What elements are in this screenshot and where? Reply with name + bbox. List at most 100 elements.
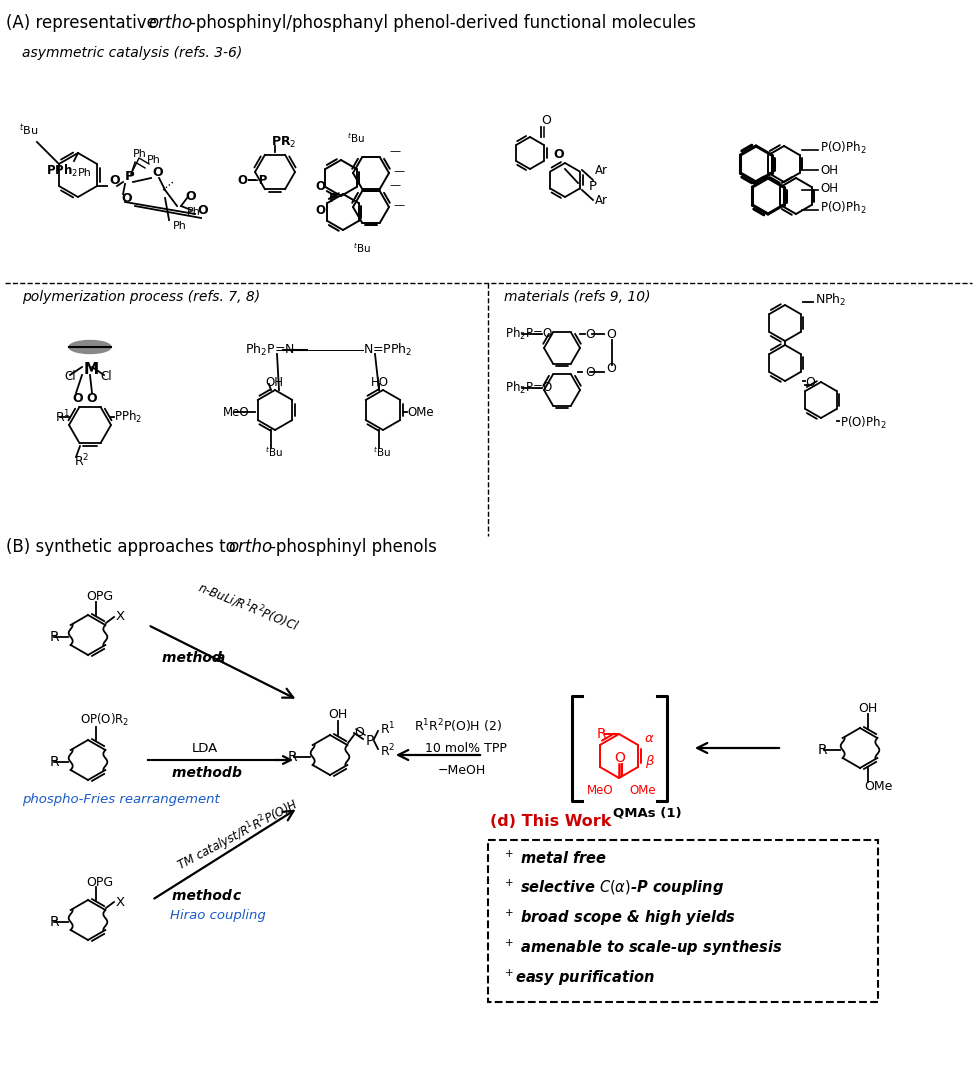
Text: −MeOH: −MeOH [438, 763, 487, 776]
Text: Ar: Ar [595, 163, 608, 176]
Text: Ar: Ar [595, 193, 608, 206]
Text: O: O [197, 203, 208, 216]
Text: R$^2$: R$^2$ [380, 743, 396, 759]
Text: materials (refs 9, 10): materials (refs 9, 10) [504, 290, 651, 304]
Text: $^+$ selective $C(\alpha)$-P coupling: $^+$ selective $C(\alpha)$-P coupling [502, 878, 724, 898]
Text: Ph: Ph [187, 206, 201, 217]
Text: PPh$_2$: PPh$_2$ [46, 163, 78, 179]
Text: Ph: Ph [173, 221, 187, 231]
Text: R: R [597, 728, 607, 740]
Text: asymmetric catalysis (refs. 3-6): asymmetric catalysis (refs. 3-6) [22, 46, 242, 61]
Text: O: O [585, 328, 595, 341]
Text: P(O)Ph$_2$: P(O)Ph$_2$ [820, 139, 867, 156]
Text: O: O [72, 392, 83, 405]
Text: $^+$ metal free: $^+$ metal free [502, 850, 608, 867]
Text: (d) This Work: (d) This Work [490, 814, 612, 829]
Text: (B) synthetic approaches to: (B) synthetic approaches to [6, 538, 241, 556]
Text: NPh$_2$: NPh$_2$ [815, 292, 846, 308]
Text: O: O [109, 173, 119, 187]
Text: X: X [116, 895, 125, 908]
Text: R: R [288, 750, 298, 764]
Text: α: α [645, 732, 654, 745]
Text: MeO: MeO [587, 784, 614, 797]
Text: (A) representative: (A) representative [6, 14, 162, 32]
Text: Ph: Ph [148, 155, 161, 165]
Text: Ph: Ph [133, 149, 147, 159]
Text: R$^1$R$^2$P(O)H (2): R$^1$R$^2$P(O)H (2) [414, 717, 502, 735]
Text: OH: OH [265, 375, 283, 388]
Text: $^+$ amenable to scale-up synthesis: $^+$ amenable to scale-up synthesis [502, 938, 783, 958]
Text: OH: OH [328, 708, 347, 721]
Text: O: O [86, 392, 97, 405]
Text: Ph$_2$P=O: Ph$_2$P=O [505, 326, 553, 342]
Ellipse shape [69, 341, 111, 353]
Text: P: P [589, 181, 597, 193]
Text: β: β [645, 756, 654, 769]
Text: ortho: ortho [228, 538, 273, 556]
Text: method: method [172, 766, 236, 780]
Text: PR$_2$: PR$_2$ [271, 134, 296, 149]
Text: method: method [162, 651, 227, 665]
Text: OMe: OMe [407, 405, 434, 418]
Text: -phosphinyl/phosphanyl phenol-derived functional molecules: -phosphinyl/phosphanyl phenol-derived fu… [190, 14, 696, 32]
Text: polymerization process (refs. 7, 8): polymerization process (refs. 7, 8) [22, 290, 260, 304]
Text: OH: OH [820, 182, 838, 195]
Text: O: O [585, 365, 595, 378]
Text: $^+$easy purification: $^+$easy purification [502, 967, 655, 988]
Text: phospho-Fries rearrangement: phospho-Fries rearrangement [22, 793, 220, 806]
Text: N=PPh$_2$: N=PPh$_2$ [363, 342, 412, 358]
Text: X: X [116, 611, 125, 624]
Text: O—P: O—P [237, 173, 268, 187]
Text: O: O [541, 115, 551, 128]
Text: O: O [121, 191, 132, 204]
Text: O: O [553, 148, 564, 161]
Text: method: method [172, 889, 236, 903]
Text: —: — [389, 181, 401, 190]
Text: P(O)Ph$_2$: P(O)Ph$_2$ [820, 200, 867, 216]
Text: $^t$Bu: $^t$Bu [353, 241, 371, 255]
Text: HO: HO [371, 375, 389, 388]
Text: O: O [614, 751, 625, 765]
Text: O: O [805, 376, 815, 389]
Text: O: O [185, 189, 195, 202]
Text: OH: OH [858, 702, 877, 715]
Text: b: b [232, 766, 242, 780]
Text: P: P [329, 191, 338, 204]
Text: 10 mol% TPP: 10 mol% TPP [425, 742, 507, 755]
Text: —: — [393, 200, 404, 210]
Text: $^t$Bu: $^t$Bu [265, 445, 283, 459]
Text: ortho: ortho [148, 14, 192, 32]
Text: O: O [354, 726, 363, 739]
Text: P: P [125, 170, 135, 183]
Text: $^+$ broad scope & high yields: $^+$ broad scope & high yields [502, 908, 736, 929]
Text: —: — [389, 146, 401, 156]
Text: OPG: OPG [86, 590, 113, 603]
Text: Ph$_2$P=O: Ph$_2$P=O [505, 379, 553, 396]
Text: QMAs (1): QMAs (1) [613, 806, 682, 819]
Text: O: O [152, 165, 163, 178]
Text: R$^1$: R$^1$ [380, 721, 396, 737]
Text: P(O)Ph$_2$: P(O)Ph$_2$ [840, 415, 886, 431]
Text: Hirao coupling: Hirao coupling [170, 909, 266, 922]
Text: c: c [232, 889, 240, 903]
Text: —: — [393, 166, 404, 176]
Text: Ph$_2$P=N: Ph$_2$P=N [245, 342, 295, 358]
Text: Cl: Cl [64, 371, 75, 384]
Text: OMe: OMe [629, 784, 656, 797]
Text: n-BuLi/R$^1$R$^2$P(O)Cl: n-BuLi/R$^1$R$^2$P(O)Cl [195, 578, 301, 636]
Text: a: a [216, 651, 226, 665]
Text: R: R [50, 630, 60, 644]
Text: LDA: LDA [192, 742, 218, 755]
Text: $^t$Bu: $^t$Bu [373, 445, 391, 459]
Text: R: R [50, 755, 60, 769]
Text: R: R [818, 743, 828, 757]
Text: -phosphinyl phenols: -phosphinyl phenols [270, 538, 437, 556]
Text: O: O [315, 179, 325, 192]
Text: TM catalyst/R$^1$R$^2$P(O)H: TM catalyst/R$^1$R$^2$P(O)H [174, 796, 303, 877]
Text: $^t$Bu: $^t$Bu [20, 122, 38, 137]
Text: OH: OH [820, 163, 838, 176]
Text: O: O [606, 328, 616, 341]
Text: MeO: MeO [223, 405, 250, 418]
Text: OMe: OMe [864, 779, 892, 792]
Text: OPG: OPG [86, 876, 113, 889]
